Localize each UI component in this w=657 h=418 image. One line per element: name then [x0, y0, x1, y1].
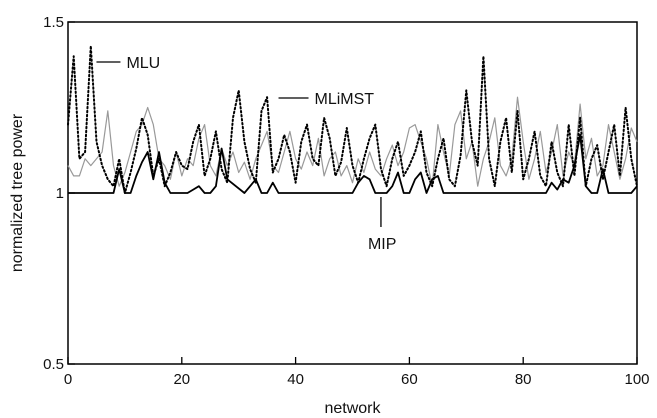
annotation-mlu: MLU — [126, 55, 160, 72]
x-axis-label: network — [324, 400, 381, 417]
y-axis: 0.5 1 1.5 — [43, 14, 75, 373]
x-tick-label: 80 — [515, 371, 532, 388]
x-tick-label: 100 — [624, 371, 649, 388]
annotation-mip: MIP — [368, 236, 396, 253]
series-line-mip — [68, 133, 638, 194]
x-tick-label: 0 — [64, 371, 72, 388]
y-axis-label: normalized tree power — [9, 113, 26, 272]
y-tick-label: 0.5 — [43, 356, 64, 373]
x-tick-label: 20 — [173, 371, 190, 388]
x-tick-label: 40 — [287, 371, 304, 388]
x-tick-label: 60 — [401, 371, 418, 388]
y-tick-label: 1.5 — [43, 14, 64, 31]
annotation-mlimst: MLiMST — [315, 91, 375, 108]
series-line-mlimst — [67, 96, 638, 187]
annotations: MLU MLiMST MIP — [96, 55, 396, 253]
x-axis: 0 20 40 60 80 100 — [64, 357, 650, 388]
series-layer — [67, 44, 638, 194]
y-tick-label: 1 — [56, 185, 64, 202]
